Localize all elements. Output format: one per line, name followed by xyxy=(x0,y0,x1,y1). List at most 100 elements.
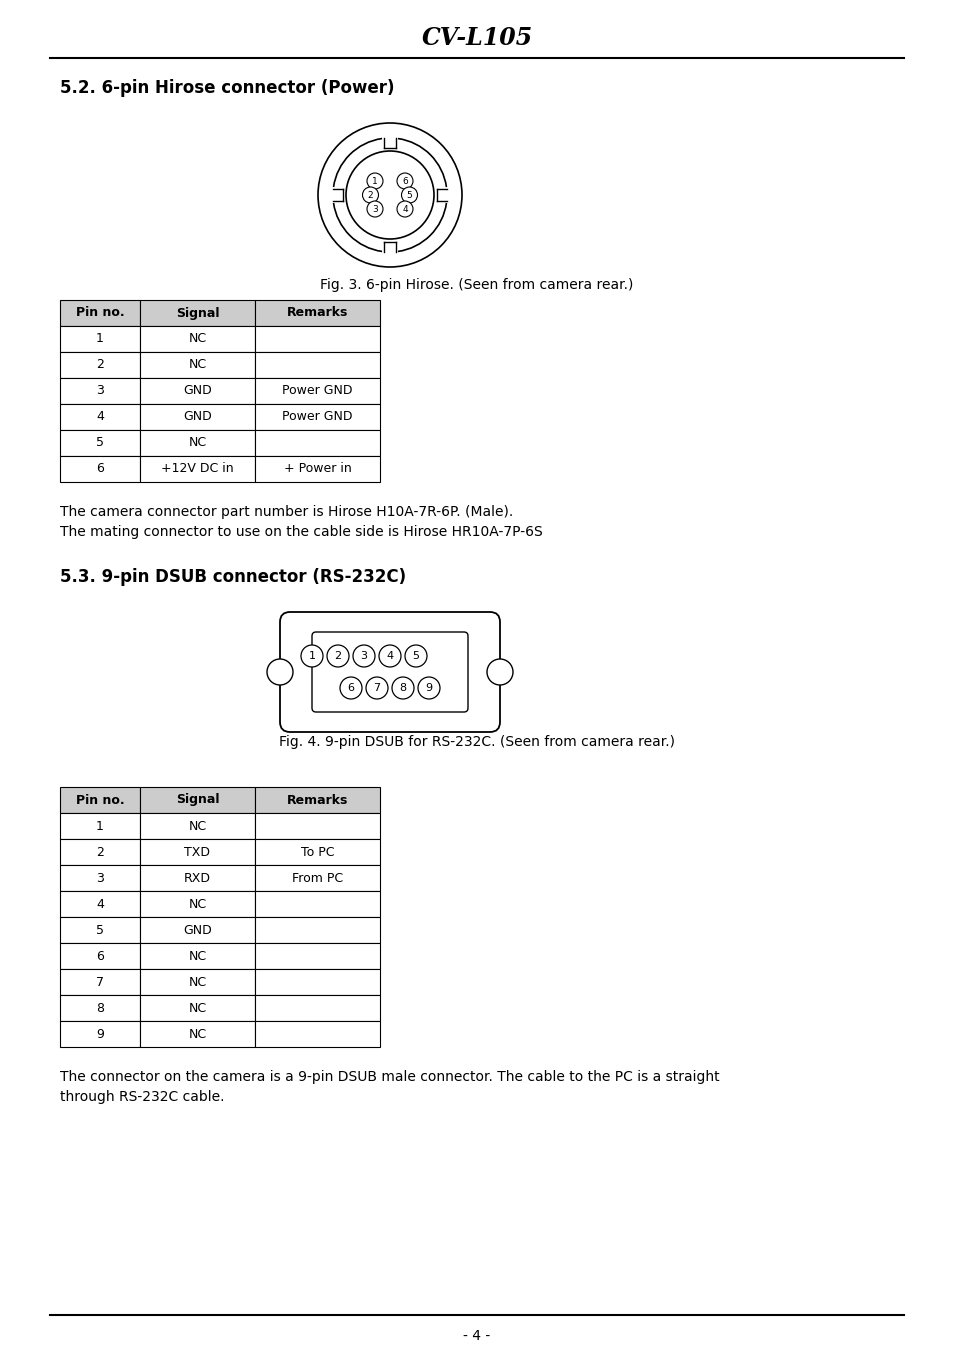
Bar xyxy=(140,404,254,430)
Text: 8: 8 xyxy=(399,684,406,693)
Bar xyxy=(140,353,254,378)
Text: NC: NC xyxy=(189,358,207,372)
Text: 7: 7 xyxy=(373,684,380,693)
Bar xyxy=(60,353,140,378)
Text: 5: 5 xyxy=(412,651,419,661)
Bar xyxy=(140,969,254,994)
Bar xyxy=(60,839,140,865)
Bar xyxy=(140,1021,254,1047)
Bar xyxy=(60,326,140,353)
Text: GND: GND xyxy=(183,411,212,423)
Bar xyxy=(254,917,379,943)
Bar xyxy=(60,865,140,892)
Bar xyxy=(60,300,140,326)
Text: From PC: From PC xyxy=(292,871,343,885)
Circle shape xyxy=(339,677,361,698)
Text: To PC: To PC xyxy=(300,846,334,858)
Bar xyxy=(140,813,254,839)
Text: 3: 3 xyxy=(96,385,104,397)
Bar xyxy=(140,943,254,969)
Circle shape xyxy=(367,173,382,189)
Bar xyxy=(140,378,254,404)
Text: GND: GND xyxy=(183,924,212,936)
Bar xyxy=(254,865,379,892)
Text: 6: 6 xyxy=(96,950,104,962)
Text: Fig. 4. 9-pin DSUB for RS-232C. (Seen from camera rear.): Fig. 4. 9-pin DSUB for RS-232C. (Seen fr… xyxy=(278,735,675,748)
Bar xyxy=(140,839,254,865)
Text: 6: 6 xyxy=(402,177,408,185)
Text: 2: 2 xyxy=(335,651,341,661)
Bar xyxy=(60,457,140,482)
Circle shape xyxy=(405,644,427,667)
Text: 3: 3 xyxy=(372,204,377,213)
Text: 7: 7 xyxy=(96,975,104,989)
Bar xyxy=(254,300,379,326)
Text: through RS-232C cable.: through RS-232C cable. xyxy=(60,1090,224,1104)
Bar xyxy=(140,788,254,813)
Circle shape xyxy=(353,644,375,667)
Bar xyxy=(140,917,254,943)
Circle shape xyxy=(366,677,388,698)
Text: +12V DC in: +12V DC in xyxy=(161,462,233,476)
Bar xyxy=(254,326,379,353)
Bar xyxy=(60,917,140,943)
Text: 3: 3 xyxy=(96,871,104,885)
Text: NC: NC xyxy=(189,332,207,346)
Bar xyxy=(254,813,379,839)
Bar xyxy=(140,865,254,892)
Text: Power GND: Power GND xyxy=(282,411,353,423)
Text: Remarks: Remarks xyxy=(287,793,348,807)
Bar xyxy=(60,969,140,994)
Bar xyxy=(60,813,140,839)
FancyBboxPatch shape xyxy=(312,632,468,712)
Text: NC: NC xyxy=(189,820,207,832)
Circle shape xyxy=(362,186,378,203)
Bar xyxy=(140,326,254,353)
Text: Signal: Signal xyxy=(175,793,219,807)
Text: 4: 4 xyxy=(402,204,407,213)
Text: Signal: Signal xyxy=(175,307,219,319)
Text: 4: 4 xyxy=(96,411,104,423)
Text: 4: 4 xyxy=(386,651,394,661)
Circle shape xyxy=(417,677,439,698)
Text: The connector on the camera is a 9-pin DSUB male connector. The cable to the PC : The connector on the camera is a 9-pin D… xyxy=(60,1070,719,1084)
Bar xyxy=(60,788,140,813)
Circle shape xyxy=(401,186,417,203)
Text: 5: 5 xyxy=(96,924,104,936)
Text: 5: 5 xyxy=(96,436,104,450)
Bar xyxy=(140,994,254,1021)
Bar xyxy=(254,969,379,994)
Text: 1: 1 xyxy=(96,332,104,346)
Bar xyxy=(254,404,379,430)
Text: NC: NC xyxy=(189,1001,207,1015)
Bar xyxy=(60,943,140,969)
Bar xyxy=(60,430,140,457)
Text: 2: 2 xyxy=(96,358,104,372)
Text: The mating connector to use on the cable side is Hirose HR10A-7P-6S: The mating connector to use on the cable… xyxy=(60,526,542,539)
Text: CV-L105: CV-L105 xyxy=(421,26,532,50)
Bar xyxy=(60,1021,140,1047)
Circle shape xyxy=(346,151,434,239)
Bar xyxy=(254,892,379,917)
Text: 1: 1 xyxy=(372,177,377,185)
Text: Pin no.: Pin no. xyxy=(75,307,124,319)
Text: 6: 6 xyxy=(96,462,104,476)
Text: Remarks: Remarks xyxy=(287,307,348,319)
Bar xyxy=(60,378,140,404)
Text: 9: 9 xyxy=(425,684,432,693)
Bar xyxy=(254,353,379,378)
Text: - 4 -: - 4 - xyxy=(463,1329,490,1343)
Text: 1: 1 xyxy=(96,820,104,832)
Bar xyxy=(140,300,254,326)
Text: 1: 1 xyxy=(308,651,315,661)
Bar xyxy=(140,892,254,917)
Bar xyxy=(140,457,254,482)
Circle shape xyxy=(327,644,349,667)
Circle shape xyxy=(396,201,413,218)
FancyBboxPatch shape xyxy=(280,612,499,732)
Text: TXD: TXD xyxy=(184,846,211,858)
Text: + Power in: + Power in xyxy=(283,462,351,476)
Bar xyxy=(254,788,379,813)
Bar xyxy=(60,994,140,1021)
Text: NC: NC xyxy=(189,1028,207,1040)
